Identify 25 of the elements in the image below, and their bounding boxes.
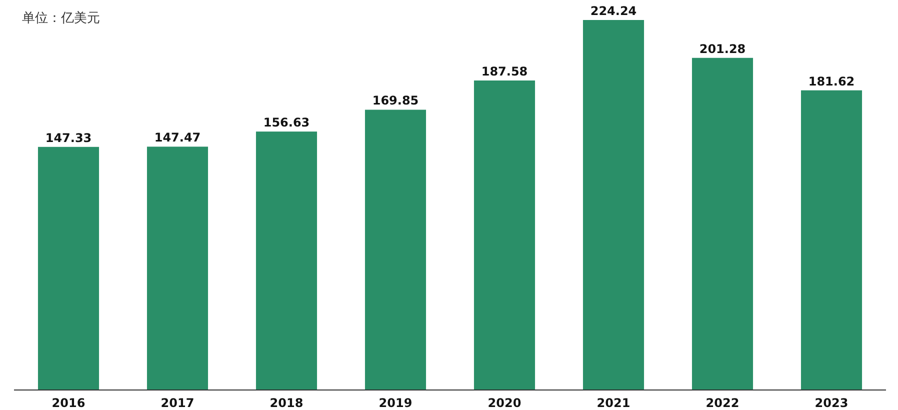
data-label: 201.28	[699, 42, 746, 56]
data-label: 224.24	[590, 4, 637, 18]
data-label: 147.33	[45, 130, 92, 145]
data-label: 169.85	[372, 94, 419, 108]
x-tick-label: 2019	[378, 396, 412, 410]
data-label: 147.47	[154, 130, 201, 145]
bar	[474, 80, 536, 390]
bar	[364, 110, 426, 390]
data-label: 187.58	[481, 64, 528, 78]
bar	[38, 146, 100, 390]
x-tick-label: 2018	[270, 396, 304, 410]
bar	[582, 20, 644, 390]
y-axis-title: 单位：亿美元	[22, 10, 100, 26]
bar	[692, 58, 754, 390]
bar	[146, 146, 208, 390]
x-tick-label: 2022	[706, 396, 740, 410]
x-tick-label: 2016	[52, 396, 86, 410]
x-tick-label: 2021	[596, 396, 630, 410]
bar	[800, 90, 862, 390]
x-tick-label: 2023	[814, 396, 848, 410]
x-tick-label: 2020	[488, 396, 522, 410]
data-label: 156.63	[263, 116, 310, 130]
bar	[256, 132, 318, 390]
data-label: 181.62	[808, 74, 855, 88]
x-tick-label: 2017	[160, 396, 194, 410]
